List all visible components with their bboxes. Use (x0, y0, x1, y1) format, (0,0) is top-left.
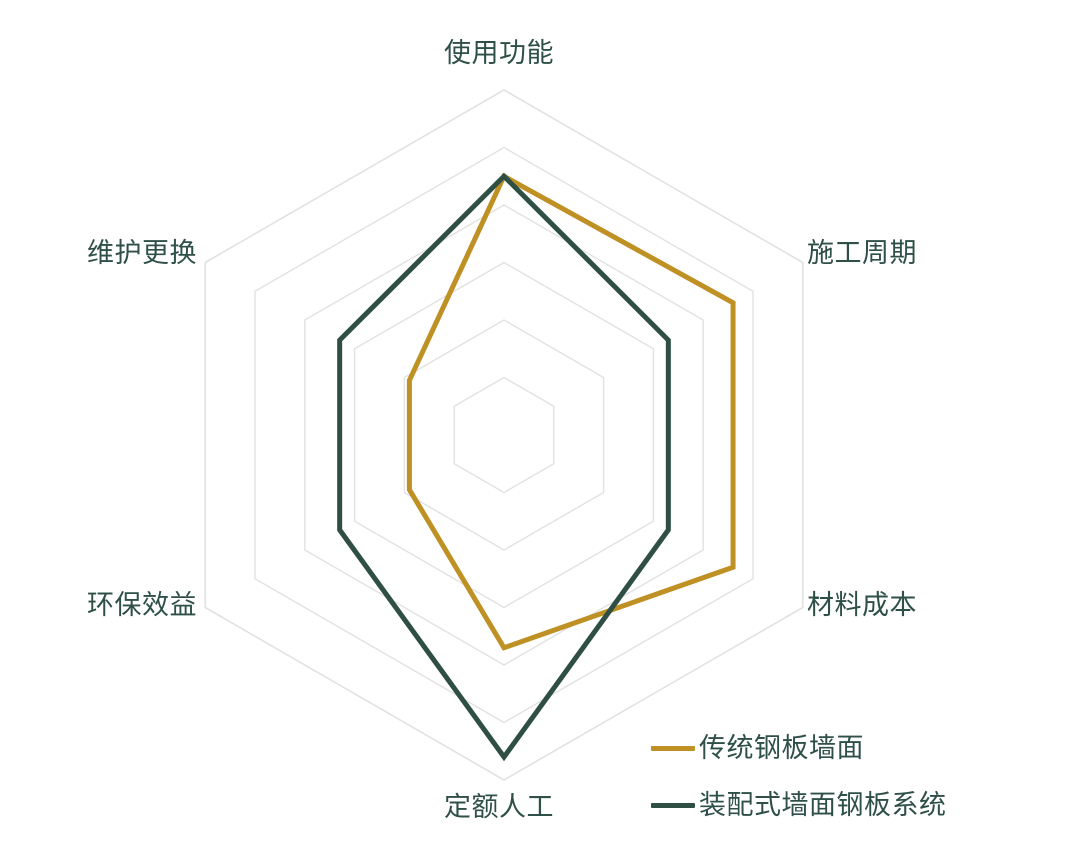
radar-series-prefabricated[interactable] (337, 172, 671, 762)
legend-line-icon-traditional (651, 746, 695, 751)
legend-item-prefabricated[interactable]: 装配式墙面钢板系统 (651, 792, 947, 819)
grid-ring-4 (304, 204, 704, 666)
radar-grid (204, 89, 804, 781)
grid-ring-6 (204, 89, 804, 781)
legend-label-traditional: 传统钢板墙面 (699, 733, 864, 763)
axis-label-bottom-right: 材料成本 (807, 590, 917, 620)
axis-label-bottom: 定额人工 (444, 792, 554, 822)
legend-label-prefabricated: 装配式墙面钢板系统 (699, 790, 947, 820)
grid-ring-5 (254, 146, 754, 724)
radar-series-traditional[interactable] (406, 172, 736, 651)
legend-line-icon-prefabricated (651, 803, 695, 808)
chart-legend: 传统钢板墙面 装配式墙面钢板系统 (651, 735, 947, 819)
axis-label-top-left: 维护更换 (87, 238, 197, 268)
legend-item-traditional[interactable]: 传统钢板墙面 (651, 735, 947, 762)
grid-ring-1 (453, 376, 555, 494)
radar-series-group (337, 172, 736, 762)
grid-ring-3 (353, 261, 655, 609)
grid-ring-2 (403, 319, 605, 551)
axis-label-top: 使用功能 (444, 38, 554, 68)
axis-label-top-right: 施工周期 (807, 238, 917, 268)
axis-label-bottom-left: 环保效益 (87, 590, 197, 620)
